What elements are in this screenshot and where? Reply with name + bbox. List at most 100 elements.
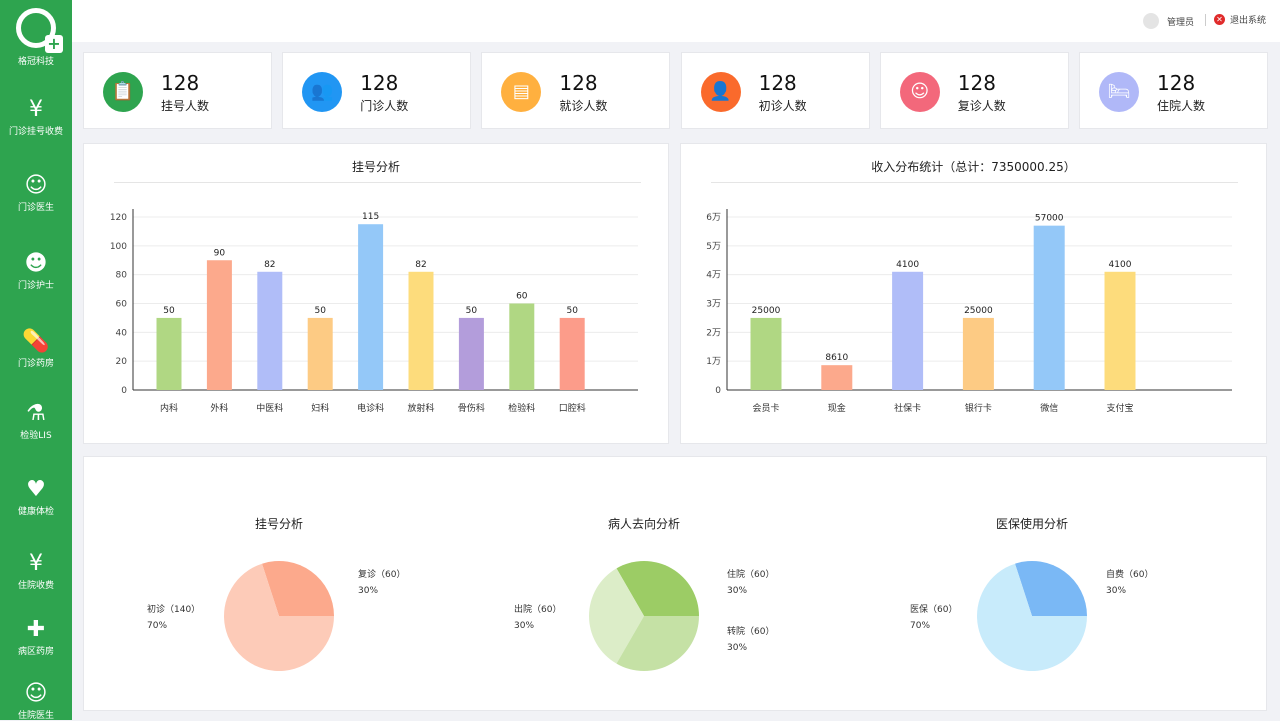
slice-percent: 30% [1106,586,1127,596]
x-tick-label: 放射科 [407,402,434,414]
stat-value: 128 [758,71,797,95]
pie-slice[interactable] [262,561,334,616]
bar[interactable] [559,317,585,390]
pie-slice[interactable] [616,616,700,671]
x-tick-label: 中医科 [256,402,283,414]
x-tick-label: 外科 [210,402,228,414]
pie-slice[interactable] [589,568,644,664]
slice-name: 医保（60） [910,605,958,615]
slice-name: 转院（60） [727,627,775,637]
stat-card[interactable]: ▤ 128 就诊人数 [481,52,671,129]
sidebar-item-health-check[interactable]: ♥ 健康体检 [0,476,72,517]
sidebar-item-inpatient-billing[interactable]: ¥ 住院收费 [0,550,72,591]
bar[interactable] [358,224,384,390]
pie-slice[interactable] [976,563,1087,671]
y-tick-label: 3万 [706,300,721,310]
bed-icon: 🛏 [1099,72,1139,112]
pie-slice-label: 医保（60） 70% [910,602,957,634]
pie-slice-label: 转院（60） 30% [727,624,774,656]
user-menu[interactable]: 管理员 [1142,13,1194,29]
bar-data-label: 50 [163,306,175,316]
nurse-icon: ☻ [24,251,48,276]
income-bar-chart: 0 1万 2万 3万 4万 5万 6万 25000 会员卡 8610 现金 4100 社保卡 25000 银… [706,209,1232,414]
pie-chart [224,561,334,671]
pie-slice[interactable] [224,563,334,671]
bar-data-label: 25000 [964,306,993,316]
x-tick-label: 电诊科 [357,402,384,414]
divider [114,182,641,183]
sidebar-item-lis[interactable]: ⚗ 检验LIS [0,400,72,441]
bar[interactable] [156,317,182,390]
sidebar-item-label: 住院收费 [17,581,54,591]
stat-card[interactable]: 👥 128 门诊人数 [282,52,472,129]
stat-card[interactable]: ☺ 128 复诊人数 [879,52,1069,129]
sidebar-item-inpatient-doctor[interactable]: ☺ 住院医生 [0,680,72,721]
bar-data-label: 115 [362,212,379,222]
sidebar-item-outpatient-billing[interactable]: ¥ 门诊挂号收费 [0,96,72,137]
stat-card[interactable]: 👤 128 初诊人数 [680,52,870,129]
slice-percent: 30% [358,586,379,596]
pie-chart [976,561,1087,671]
sidebar-item-outpatient-nurse[interactable]: ☻ 门诊护士 [0,250,72,291]
pie-slice-label: 住院（60） 30% [727,567,774,599]
y-tick-label: 60 [116,300,128,310]
pie-title: 医保使用分析 [995,517,1068,531]
pie-slice[interactable] [1015,561,1087,616]
pie-title: 挂号分析 [254,517,303,531]
bar-data-label: 4100 [896,260,919,270]
bar[interactable] [892,271,924,390]
bar[interactable] [750,317,782,390]
bar[interactable] [1104,271,1136,390]
y-tick-label: 120 [110,213,127,223]
bar-data-label: 8610 [825,353,848,363]
logo-icon [16,8,63,53]
slice-percent: 30% [727,586,748,596]
bar[interactable] [962,317,994,390]
y-tick-label: 80 [116,271,128,281]
sidebar-item-outpatient-pharmacy[interactable]: 💊 门诊药房 [0,328,72,369]
close-circle-icon: ✕ [1213,14,1225,25]
doctor-icon: ☺ [24,173,48,198]
bar[interactable] [257,271,283,390]
bar[interactable] [307,317,333,390]
bar[interactable] [509,303,535,391]
logout-button[interactable]: ✕ 退出系统 [1213,13,1266,26]
doctor-icon: ☺ [899,72,940,112]
bar[interactable] [206,260,232,390]
stat-value: 128 [360,71,399,95]
registration-bar-panel: 挂号分析 0 20 40 60 80 100 120 50 内科 90 外科 82 中医科 50 妇科 115… [83,143,669,444]
chart-title: 收入分布统计（总计：7350000.25） [871,160,1076,174]
x-tick-label: 口腔科 [559,402,586,414]
pie-slice[interactable] [616,561,700,616]
brand-logo[interactable]: 格冠科技 [0,8,72,67]
pie-slice-label: 初诊（140） 70% [147,602,200,634]
slice-percent: 70% [910,621,931,631]
stat-card[interactable]: 🛏 128 住院人数 [1079,52,1268,129]
stat-card[interactable]: 📋 128 挂号人数 [83,52,272,129]
x-tick-label: 银行卡 [965,402,992,414]
bar[interactable] [1033,225,1065,390]
y-tick-label: 2万 [706,328,721,338]
slice-name: 复诊（60） [358,570,406,580]
slice-name: 自费（60） [1106,570,1154,580]
y-tick-label: 4万 [706,271,721,281]
x-tick-label: 支付宝 [1106,402,1133,414]
document-icon: ▤ [501,72,542,112]
bar-data-label: 50 [314,306,326,316]
bar-data-label: 50 [466,306,478,316]
pie-panel: 挂号分析 复诊（60） 30% 初诊（140） 70% 病人去向分析 住院（60） 30% 出院… [83,456,1267,711]
bar[interactable] [408,271,434,390]
stat-label: 初诊人数 [758,99,807,113]
x-tick-label: 微信 [1040,402,1058,414]
pie-slice-label: 出院（60） 30% [514,602,561,634]
heart-search-icon: ♥ [26,477,46,502]
bar[interactable] [458,317,484,390]
slice-name: 住院（60） [727,570,775,580]
chart-title: 挂号分析 [351,160,400,174]
bar-data-label: 90 [214,248,226,258]
bar-data-label: 82 [264,260,275,270]
sidebar-item-outpatient-doctor[interactable]: ☺ 门诊医生 [0,172,72,213]
bar-data-label: 4100 [1109,260,1132,270]
sidebar-item-ward-pharmacy[interactable]: ✚ 病区药房 [0,616,72,657]
bar[interactable] [821,365,853,390]
